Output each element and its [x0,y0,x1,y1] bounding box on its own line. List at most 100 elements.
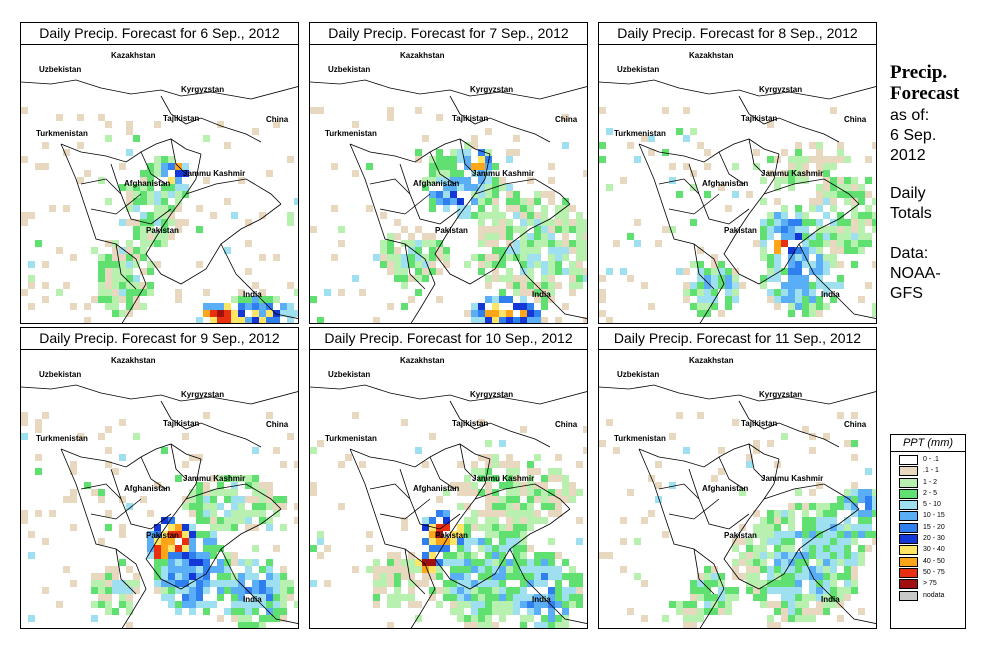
precip-cell [844,247,851,254]
precip-cell [527,205,534,212]
precip-cell [872,496,876,503]
precip-cell [436,177,443,184]
precip-cell [816,191,823,198]
precip-cell [711,289,718,296]
precip-cell [583,247,587,254]
precip-cell [98,275,105,282]
precip-cell [273,594,280,601]
place-label-china: China [266,420,289,429]
precip-cell [182,587,189,594]
precip-cell [753,440,760,447]
precip-cell [541,496,548,503]
precip-cell [464,184,471,191]
precip-cell [690,282,697,289]
precip-cell [436,566,443,573]
precip-cell [492,205,499,212]
precip-cell [161,573,168,580]
precip-cell [534,496,541,503]
precip-cell [555,282,562,289]
precip-cell [541,517,548,524]
precip-cell [527,233,534,240]
precip-cell [830,545,837,552]
precip-cell [534,510,541,517]
precip-cell [429,205,436,212]
precip-cell [823,531,830,538]
legend-swatch [899,488,918,499]
precip-cell [478,184,485,191]
precip-cell [182,538,189,545]
place-label-india: India [243,290,262,299]
precip-cell [823,303,830,310]
precip-cell [457,461,464,468]
precip-cell [259,296,266,303]
precip-cell [189,496,196,503]
precip-cell [541,573,548,580]
precip-cell [555,566,562,573]
precip-cell [478,170,485,177]
precip-cell [767,156,774,163]
precip-cell [858,247,865,254]
precip-cell [697,303,704,310]
precip-cell [513,566,520,573]
precip-cell [119,296,126,303]
precip-cell [499,233,506,240]
precip-cell [641,282,648,289]
precip-cell [583,268,587,275]
precip-cell [809,587,816,594]
precip-cell [238,475,245,482]
precip-cell [767,510,774,517]
precip-cell [266,317,273,323]
precip-cell [238,587,245,594]
precip-cell [520,275,527,282]
precip-cell [485,310,492,317]
precip-cell [98,496,105,503]
precip-cell [837,142,844,149]
precip-cell [555,219,562,226]
precip-cell [732,545,739,552]
precip-cell [711,261,718,268]
precip-cell [238,296,245,303]
precip-cell [77,177,84,184]
precip-cell [415,149,422,156]
precip-cell [781,552,788,559]
precip-cell [781,545,788,552]
precip-cell [161,226,168,233]
precip-cell [872,303,876,310]
precip-cell [541,566,548,573]
precip-cell [266,503,273,510]
place-label-turkmenistan: Turkmenistan [36,129,88,138]
precip-cell [196,226,203,233]
precip-cell [506,538,513,545]
precip-cell [28,282,35,289]
precip-cell [259,496,266,503]
precip-cell [830,226,837,233]
precip-cell [231,496,238,503]
precip-cell [245,608,252,615]
precip-cell [830,573,837,580]
precip-cell [464,156,471,163]
precip-cell [576,538,583,545]
precip-cell [823,191,830,198]
precip-cell [513,587,520,594]
place-label-afghanistan: Afghanistan [413,179,459,188]
precip-cell [816,482,823,489]
precip-cell [555,268,562,275]
precip-cell [774,275,781,282]
precip-cell [119,531,126,538]
precip-cell [105,524,112,531]
precip-cell [788,233,795,240]
place-label-kazakhstan: Kazakhstan [400,356,445,365]
precip-cell [569,573,576,580]
precip-cell [154,566,161,573]
precip-cell [112,310,119,317]
precip-cell [429,538,436,545]
precip-cell [140,226,147,233]
border-line [599,384,876,405]
precip-cell [837,247,844,254]
precip-cell [203,552,210,559]
place-label-turkmenistan: Turkmenistan [614,434,666,443]
precip-cell [774,177,781,184]
precip-cell [252,475,259,482]
precip-cell [387,254,394,261]
precip-cell [767,573,774,580]
